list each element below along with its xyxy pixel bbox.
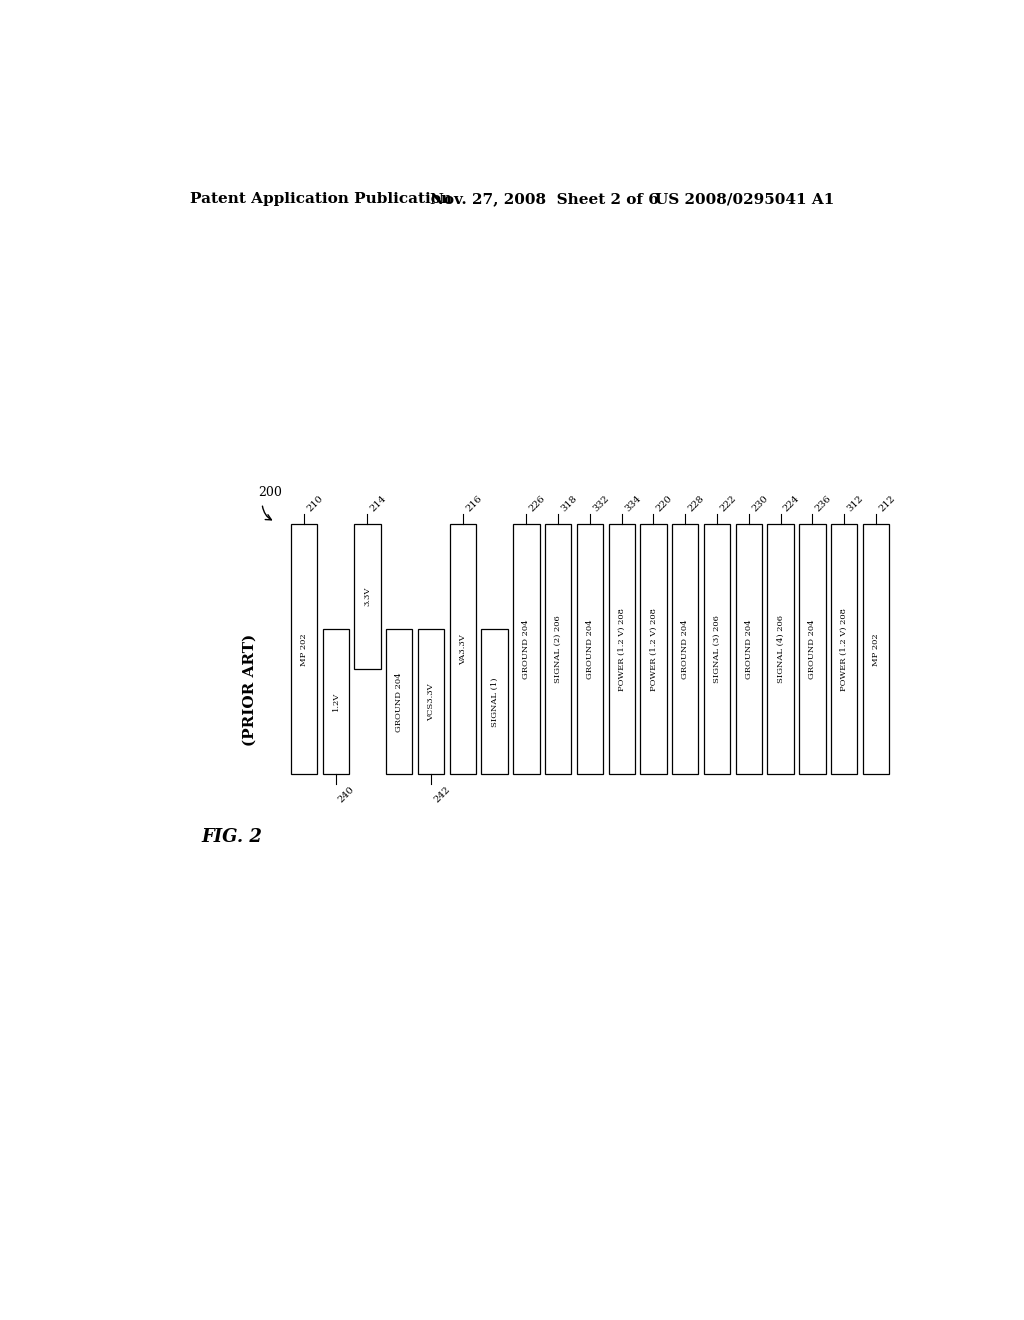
Bar: [481, 630, 508, 775]
Bar: [291, 524, 317, 775]
Text: 214: 214: [369, 494, 388, 513]
Text: Nov. 27, 2008  Sheet 2 of 6: Nov. 27, 2008 Sheet 2 of 6: [430, 193, 659, 206]
Text: SIGNAL (2) 206: SIGNAL (2) 206: [554, 615, 562, 684]
Text: SIGNAL (1): SIGNAL (1): [490, 677, 499, 726]
Text: 230: 230: [750, 494, 769, 513]
Text: POWER (1.2 V) 208: POWER (1.2 V) 208: [617, 607, 626, 690]
Text: 212: 212: [877, 494, 897, 513]
Text: 222: 222: [718, 494, 737, 513]
Text: 312: 312: [845, 494, 865, 513]
Text: Patent Application Publication: Patent Application Publication: [190, 193, 452, 206]
Text: VCS3.3V: VCS3.3V: [427, 682, 435, 721]
Text: 216: 216: [464, 494, 483, 513]
Text: GROUND 204: GROUND 204: [586, 619, 594, 678]
Text: US 2008/0295041 A1: US 2008/0295041 A1: [655, 193, 835, 206]
Text: FIG. 2: FIG. 2: [202, 829, 262, 846]
Text: 334: 334: [623, 494, 642, 513]
Text: GROUND 204: GROUND 204: [744, 619, 753, 678]
Bar: [640, 524, 667, 775]
Text: GROUND 204: GROUND 204: [395, 672, 403, 731]
Bar: [577, 524, 603, 775]
Bar: [545, 524, 571, 775]
Text: GROUND 204: GROUND 204: [522, 619, 530, 678]
Text: POWER (1.2 V) 208: POWER (1.2 V) 208: [649, 607, 657, 690]
Text: 220: 220: [654, 494, 674, 513]
Bar: [354, 524, 381, 669]
Text: 200: 200: [258, 486, 282, 499]
Bar: [703, 524, 730, 775]
Text: 332: 332: [591, 494, 610, 513]
Text: 3.3V: 3.3V: [364, 587, 372, 606]
Text: VA3.3V: VA3.3V: [459, 634, 467, 665]
Text: 224: 224: [781, 494, 802, 513]
Bar: [735, 524, 762, 775]
Bar: [386, 630, 413, 775]
Text: POWER (1.2 V) 208: POWER (1.2 V) 208: [840, 607, 848, 690]
Text: SIGNAL (4) 206: SIGNAL (4) 206: [776, 615, 784, 684]
Text: SIGNAL (3) 206: SIGNAL (3) 206: [713, 615, 721, 684]
Bar: [767, 524, 794, 775]
Text: 236: 236: [813, 494, 833, 513]
Bar: [513, 524, 540, 775]
Text: 226: 226: [527, 494, 547, 513]
Bar: [323, 630, 349, 775]
Bar: [608, 524, 635, 775]
Text: GROUND 204: GROUND 204: [681, 619, 689, 678]
Bar: [830, 524, 857, 775]
Text: 210: 210: [305, 494, 325, 513]
Text: MP 202: MP 202: [300, 634, 308, 665]
Text: MP 202: MP 202: [871, 634, 880, 665]
Text: (PRIOR ART): (PRIOR ART): [243, 634, 257, 746]
Text: 242: 242: [432, 785, 452, 805]
Bar: [862, 524, 889, 775]
Text: 228: 228: [686, 494, 706, 513]
Text: 240: 240: [337, 785, 356, 805]
Bar: [450, 524, 476, 775]
Bar: [672, 524, 698, 775]
Text: GROUND 204: GROUND 204: [808, 619, 816, 678]
Text: 1.2V: 1.2V: [332, 692, 340, 711]
Bar: [799, 524, 825, 775]
Bar: [418, 630, 444, 775]
Text: 318: 318: [559, 494, 579, 513]
